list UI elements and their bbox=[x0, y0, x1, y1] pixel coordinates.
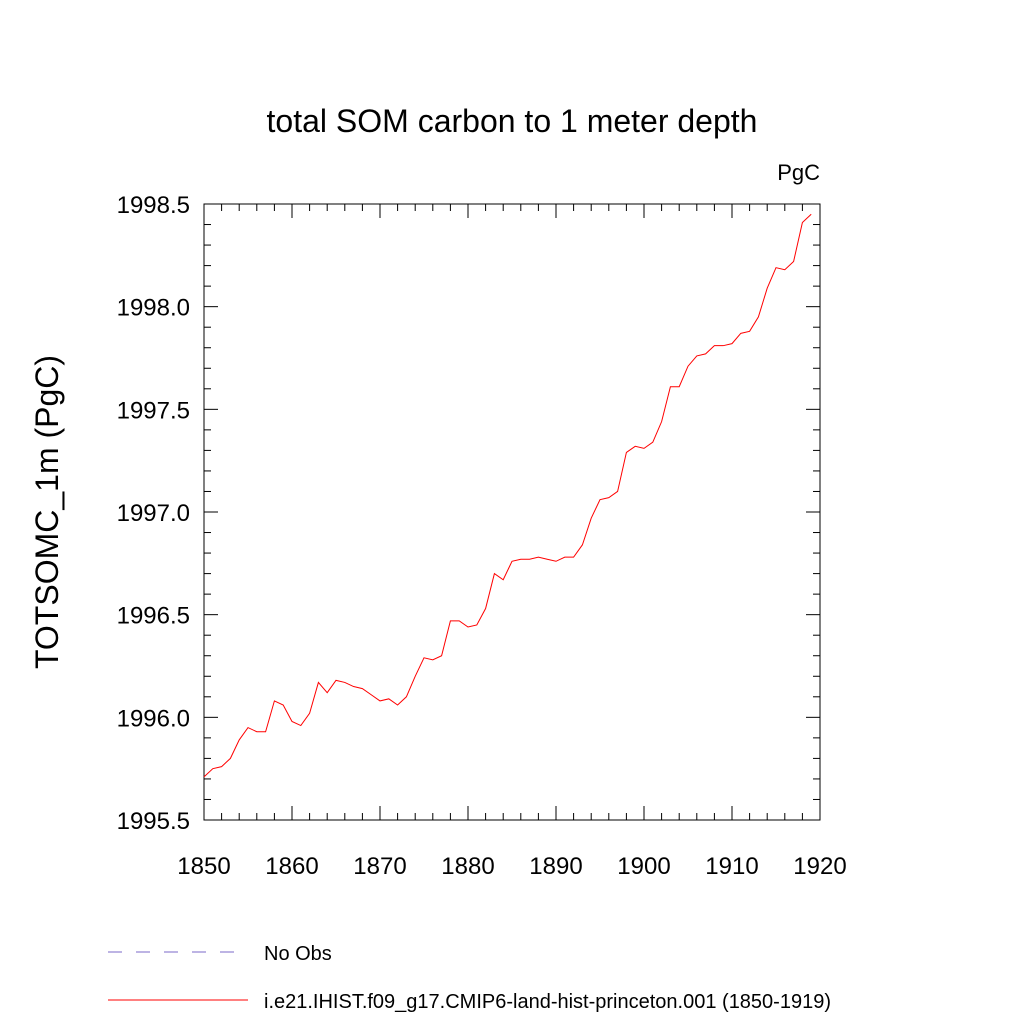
x-tick-label: 1880 bbox=[441, 853, 494, 880]
legend: No Obs i.e21.IHIST.f09_g17.CMIP6-land-his… bbox=[108, 943, 831, 1013]
x-tick-label: 1920 bbox=[793, 853, 846, 880]
y-axis-label: TOTSOMC_1m (PgC) bbox=[29, 355, 65, 669]
y-tick-label: 1997.0 bbox=[117, 500, 190, 527]
units-label: PgC bbox=[777, 160, 820, 185]
x-tick-label: 1900 bbox=[617, 853, 670, 880]
legend-label: No Obs bbox=[264, 943, 332, 965]
x-tick-label: 1890 bbox=[529, 853, 582, 880]
legend-label: i.e21.IHIST.f09_g17.CMIP6-land-hist-prin… bbox=[264, 991, 831, 1013]
chart-title: total SOM carbon to 1 meter depth bbox=[267, 103, 758, 139]
plot-frame bbox=[203, 203, 821, 821]
x-tick-label: 1910 bbox=[705, 853, 758, 880]
x-tick-label: 1850 bbox=[177, 853, 230, 880]
x-tick-label: 1860 bbox=[265, 853, 318, 880]
tick-labels: 1850 1860 1870 1880 1890 1900 1910 1920 1995.5 19… bbox=[117, 192, 847, 880]
y-tick-label: 1996.0 bbox=[117, 705, 190, 732]
series-line bbox=[203, 213, 812, 778]
series-layer bbox=[203, 213, 812, 778]
x-tick-label: 1870 bbox=[353, 853, 406, 880]
y-tick-label: 1996.5 bbox=[117, 603, 190, 630]
y-tick-label: 1998.5 bbox=[117, 192, 190, 219]
y-tick-label: 1998.0 bbox=[117, 295, 190, 322]
y-tick-label: 1995.5 bbox=[117, 808, 190, 835]
axis-ticks bbox=[203, 203, 821, 821]
y-tick-label: 1997.5 bbox=[117, 397, 190, 424]
